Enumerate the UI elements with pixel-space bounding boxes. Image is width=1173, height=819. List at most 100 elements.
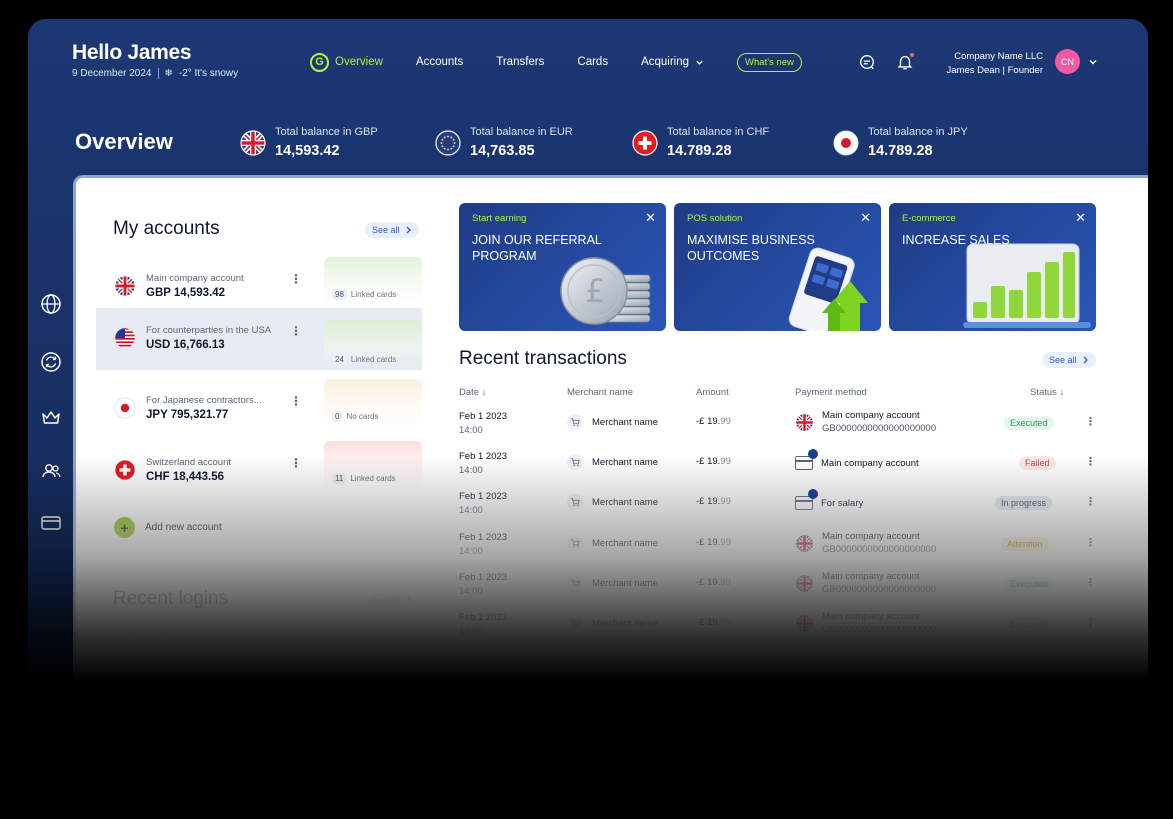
account-name: For counterparties in the USA [146,325,272,336]
pos-terminal-icon [788,247,868,331]
accounts-see-all-button[interactable]: See all [365,222,419,238]
more-vertical-icon[interactable]: ⋮ [1085,496,1096,508]
whats-new-button[interactable]: What's new [737,52,802,72]
transactions-see-all-button[interactable]: See all [1042,352,1096,368]
nav-cards[interactable]: Cards [577,56,609,68]
user-role: James Dean | Founder [946,65,1043,76]
more-vertical-icon[interactable]: ⋮ [1085,416,1096,428]
transaction-date: Feb 1 2023 14:00 [459,490,507,518]
cards-label: No cards [346,412,379,421]
notifications-button[interactable] [896,52,915,71]
more-vertical-icon[interactable]: ⋮ [290,324,302,338]
table-row[interactable]: Feb 1 2023 14:00 Merchant name -£ 19.99 Main… [459,605,1099,645]
chevron-down-icon[interactable] [1088,57,1098,67]
merchant-cell: Merchant name [567,575,658,591]
transaction-date: Feb 1 2023 14:00 [459,450,507,478]
account-name: Main company account [146,273,244,284]
greeting-subtitle: 9 December 2024 ❄ -2° It's snowy [72,68,238,79]
plus-icon: + [114,517,135,538]
amount: -£ 19.99 [696,577,731,588]
promo-card-referral[interactable]: Start earning JOIN OUR REFERRAL PROGRAM … [459,203,666,331]
column-status[interactable]: Status ↓ [1030,387,1065,398]
logins-title: Recent logins [113,588,229,609]
snowflake-icon: ❄ [164,68,173,79]
uk-flag-icon [795,534,814,553]
more-vertical-icon[interactable]: ⋮ [1085,537,1096,549]
close-icon[interactable]: ✕ [645,210,656,225]
amount-main: -£ 19. [696,416,721,427]
cards-label: Linked cards [350,355,397,364]
more-vertical-icon[interactable]: ⋮ [290,456,302,470]
transaction-date: Feb 1 2023 14:00 [459,571,507,599]
nav-overview[interactable]: G Overview [310,52,383,72]
payment-iban: GB0000000000000000000 [822,423,937,434]
exchange-icon[interactable] [40,351,62,373]
account-row[interactable]: Switzerland account CHF 18,443.56 ⋮ 11 Li… [96,440,422,500]
payment-account: Main company account [822,531,920,542]
cards-label: Linked cards [350,474,396,483]
status-badge: Attention [1001,537,1049,551]
linked-cards: 98 Linked cards [332,289,396,300]
date-text: Feb 1 2023 [459,532,508,543]
transaction-date: Feb 1 2023 14:00 [459,410,507,438]
current-date: 9 December 2024 [72,68,152,79]
login-ip: 192.168.11 [113,643,158,653]
close-icon[interactable]: ✕ [1075,210,1086,225]
cards-count: 11 [332,473,347,484]
account-balance: JPY 795,321.77 [146,409,229,421]
status-badge: Failed [1019,456,1056,470]
table-row[interactable]: Feb 1 2023 14:00 Merchant name -£ 19.99 For … [459,484,1099,524]
globe-icon[interactable] [40,293,62,315]
balance-eur[interactable]: Total balance in EUR 14,763.85 [435,126,573,159]
table-row[interactable]: Feb 1 2023 14:00 Merchant name -£ 19.99 Main… [459,525,1099,565]
column-date[interactable]: Date ↓ [459,387,487,398]
table-row[interactable]: Feb 1 2023 14:00 Merchant name -£ 19.99 Main… [459,404,1099,444]
promo-card-ecommerce[interactable]: E-commerce INCREASE SALES ✕ [889,203,1096,331]
amount-main: -£ 19. [696,456,721,467]
more-vertical-icon[interactable]: ⋮ [1085,577,1096,589]
crown-icon[interactable] [40,407,62,429]
table-row[interactable]: Feb 1 2023 14:00 Merchant name -£ 19.99 Main… [459,565,1099,605]
payment-account: Main company account [822,410,920,421]
more-vertical-icon[interactable]: ⋮ [290,394,302,408]
promo-tag: POS solution [687,213,743,224]
payment-account: For salary [821,497,864,509]
account-name: For Japanese contractors... [146,395,262,406]
balance-value: 14,763.85 [470,143,535,159]
transactions-title: Recent transactions [459,348,627,369]
add-account-button[interactable]: + Add new account [114,517,222,538]
more-vertical-icon[interactable]: ⋮ [1085,456,1096,468]
greeting-title: Hello James [72,41,192,64]
nav-transfers[interactable]: Transfers [496,56,545,68]
account-row[interactable]: For counterparties in the USA USD 16,766… [96,308,422,370]
chat-search-icon[interactable] [858,53,876,71]
balance-jpy[interactable]: Total balance in JPY 14.789.28 [833,126,968,159]
nav-acquiring[interactable]: Acquiring [641,56,704,68]
avatar[interactable]: CN [1055,49,1080,74]
weather-text: -2° It's snowy [178,68,239,79]
promo-card-pos[interactable]: POS solution MAXIMISE BUSINESS OUTCOMES … [674,203,881,331]
amount: -£ 19.99 [696,456,731,467]
card-icon[interactable] [40,512,62,534]
users-icon[interactable] [40,460,62,482]
close-icon[interactable]: ✕ [860,210,871,225]
more-vertical-icon[interactable]: ⋮ [1085,617,1096,629]
balance-chf[interactable]: Total balance in CHF 14.789.28 [632,126,769,159]
merchant-name: Merchant name [592,416,659,428]
more-vertical-icon[interactable]: ⋮ [290,272,302,286]
logins-see-all-button[interactable]: See all [365,591,419,607]
company-info[interactable]: Company Name LLC James Dean | Founder [947,50,1043,78]
payment-method: For salary [795,489,864,510]
amount-decimals: 99 [720,617,731,628]
account-row[interactable]: For Japanese contractors... JPY 795,321.… [96,378,422,438]
account-row[interactable]: Main company account GBP 14,593.42 ⋮ 98 L… [96,256,422,316]
merchant-cell: Merchant name [567,414,658,430]
bar-chart-icon [963,243,1091,328]
accounts-title: My accounts [113,218,220,239]
balance-gbp[interactable]: Total balance in GBP 14,593.42 [240,126,378,159]
nav-accounts[interactable]: Accounts [415,56,464,68]
table-row[interactable]: Feb 1 2023 14:00 Merchant name -£ 19.99 Main… [459,444,1099,484]
payment-iban: GB0000000000000000000 [822,624,937,635]
divider [157,68,159,79]
column-merchant: Merchant name [567,387,634,398]
